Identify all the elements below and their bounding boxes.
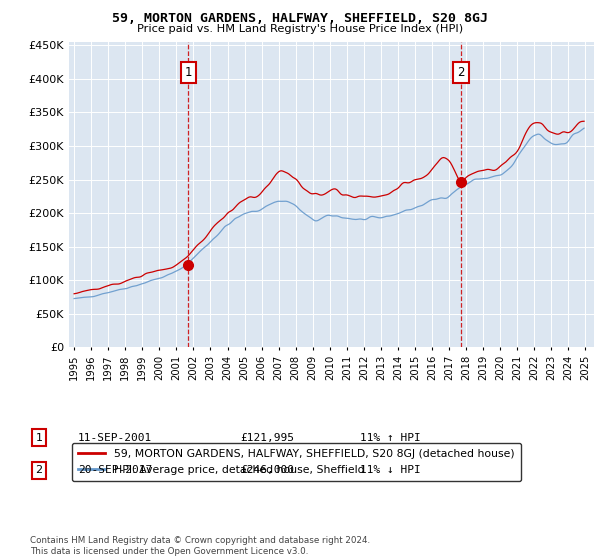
Text: 1: 1: [35, 433, 43, 443]
Legend: 59, MORTON GARDENS, HALFWAY, SHEFFIELD, S20 8GJ (detached house), HPI: Average p: 59, MORTON GARDENS, HALFWAY, SHEFFIELD, …: [72, 442, 521, 481]
Text: £246,000: £246,000: [240, 465, 294, 475]
Text: 59, MORTON GARDENS, HALFWAY, SHEFFIELD, S20 8GJ: 59, MORTON GARDENS, HALFWAY, SHEFFIELD, …: [112, 12, 488, 25]
Text: Price paid vs. HM Land Registry's House Price Index (HPI): Price paid vs. HM Land Registry's House …: [137, 24, 463, 34]
Text: 11% ↑ HPI: 11% ↑ HPI: [360, 433, 421, 443]
Text: Contains HM Land Registry data © Crown copyright and database right 2024.
This d: Contains HM Land Registry data © Crown c…: [30, 536, 370, 556]
Text: 2: 2: [35, 465, 43, 475]
Text: 20-SEP-2017: 20-SEP-2017: [78, 465, 152, 475]
Text: 2: 2: [457, 66, 465, 79]
Text: 11% ↓ HPI: 11% ↓ HPI: [360, 465, 421, 475]
Text: 1: 1: [185, 66, 192, 79]
Text: £121,995: £121,995: [240, 433, 294, 443]
Text: 11-SEP-2001: 11-SEP-2001: [78, 433, 152, 443]
